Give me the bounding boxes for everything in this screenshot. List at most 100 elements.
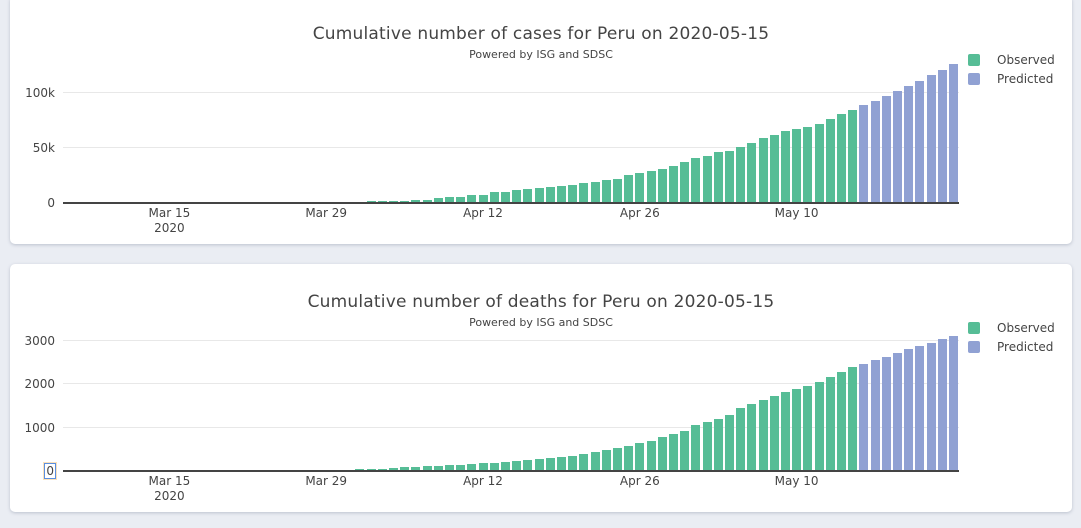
bar[interactable] [803, 385, 813, 471]
bar[interactable] [724, 415, 734, 471]
bar[interactable] [624, 175, 634, 203]
bar[interactable] [870, 100, 880, 203]
bar[interactable] [825, 376, 835, 471]
bar[interactable] [713, 152, 723, 203]
bar[interactable] [859, 105, 869, 203]
bar[interactable] [556, 456, 566, 471]
bar[interactable] [534, 459, 544, 471]
bar[interactable] [792, 128, 802, 203]
bar[interactable] [702, 422, 712, 471]
bar[interactable] [568, 455, 578, 471]
bar[interactable] [691, 425, 701, 471]
legend-item-observed[interactable]: Observed [968, 321, 1055, 335]
bar[interactable] [500, 461, 510, 471]
bar[interactable] [948, 63, 958, 203]
bar[interactable] [881, 356, 891, 471]
bar[interactable] [736, 146, 746, 203]
bar[interactable] [736, 408, 746, 471]
bar[interactable] [680, 430, 690, 471]
bar[interactable] [747, 404, 757, 471]
bar[interactable] [780, 131, 790, 203]
bar[interactable] [612, 447, 622, 471]
bar[interactable] [836, 114, 846, 203]
bar[interactable] [456, 464, 466, 471]
bar[interactable] [612, 179, 622, 203]
bar[interactable] [668, 433, 678, 471]
bar[interactable] [388, 468, 398, 471]
bar[interactable] [915, 346, 925, 471]
legend-item-observed[interactable]: Observed [968, 53, 1055, 67]
bar[interactable] [646, 440, 656, 471]
bar[interactable] [825, 118, 835, 203]
bar[interactable] [926, 342, 936, 471]
bar[interactable] [904, 86, 914, 203]
bar[interactable] [444, 465, 454, 471]
bar[interactable] [836, 372, 846, 471]
bar[interactable] [545, 457, 555, 471]
bar[interactable] [769, 134, 779, 203]
bar[interactable] [881, 96, 891, 203]
bar[interactable] [948, 335, 958, 471]
bar[interactable] [568, 185, 578, 203]
bar[interactable] [422, 199, 432, 203]
bar[interactable] [668, 165, 678, 203]
bar[interactable] [758, 400, 768, 471]
bar[interactable] [691, 158, 701, 203]
bar[interactable] [848, 367, 858, 471]
bar[interactable] [512, 190, 522, 203]
bar[interactable] [590, 451, 600, 471]
bar[interactable] [377, 468, 387, 471]
bar[interactable] [444, 197, 454, 203]
bar[interactable] [724, 150, 734, 203]
bar[interactable] [489, 192, 499, 203]
bar[interactable] [400, 200, 410, 203]
bar[interactable] [489, 462, 499, 471]
bar[interactable] [859, 363, 869, 471]
bar[interactable] [579, 183, 589, 203]
bar[interactable] [702, 156, 712, 203]
bar[interactable] [780, 392, 790, 471]
bar[interactable] [601, 179, 611, 203]
bar[interactable] [937, 339, 947, 471]
bar[interactable] [624, 446, 634, 471]
bar[interactable] [422, 466, 432, 471]
bar[interactable] [590, 181, 600, 203]
plot-area[interactable] [63, 63, 959, 203]
bar[interactable] [411, 467, 421, 471]
bar[interactable] [400, 467, 410, 471]
legend-item-predicted[interactable]: Predicted [968, 72, 1055, 86]
bar[interactable] [848, 109, 858, 203]
bar[interactable] [534, 188, 544, 203]
bar[interactable] [814, 381, 824, 471]
bar[interactable] [433, 465, 443, 471]
bar[interactable] [680, 162, 690, 203]
bar[interactable] [478, 463, 488, 471]
bar[interactable] [915, 80, 925, 203]
bar[interactable] [904, 349, 914, 471]
bar[interactable] [635, 443, 645, 471]
bar[interactable] [467, 463, 477, 471]
bar[interactable] [814, 123, 824, 203]
bar[interactable] [411, 200, 421, 203]
bar[interactable] [803, 127, 813, 203]
bar[interactable] [646, 171, 656, 203]
bar[interactable] [892, 91, 902, 203]
bar[interactable] [892, 352, 902, 471]
bar[interactable] [579, 453, 589, 471]
bar[interactable] [635, 172, 645, 203]
bar[interactable] [500, 191, 510, 203]
bar[interactable] [747, 142, 757, 203]
bar[interactable] [545, 187, 555, 203]
bar[interactable] [713, 418, 723, 471]
bar[interactable] [657, 437, 667, 471]
plot-area[interactable] [63, 331, 959, 471]
bar[interactable] [366, 468, 376, 471]
bar[interactable] [792, 388, 802, 471]
bar[interactable] [657, 168, 667, 203]
bar[interactable] [456, 196, 466, 203]
bar[interactable] [556, 185, 566, 203]
bar[interactable] [512, 461, 522, 471]
legend-item-predicted[interactable]: Predicted [968, 340, 1055, 354]
bar[interactable] [467, 195, 477, 203]
bar[interactable] [601, 449, 611, 471]
